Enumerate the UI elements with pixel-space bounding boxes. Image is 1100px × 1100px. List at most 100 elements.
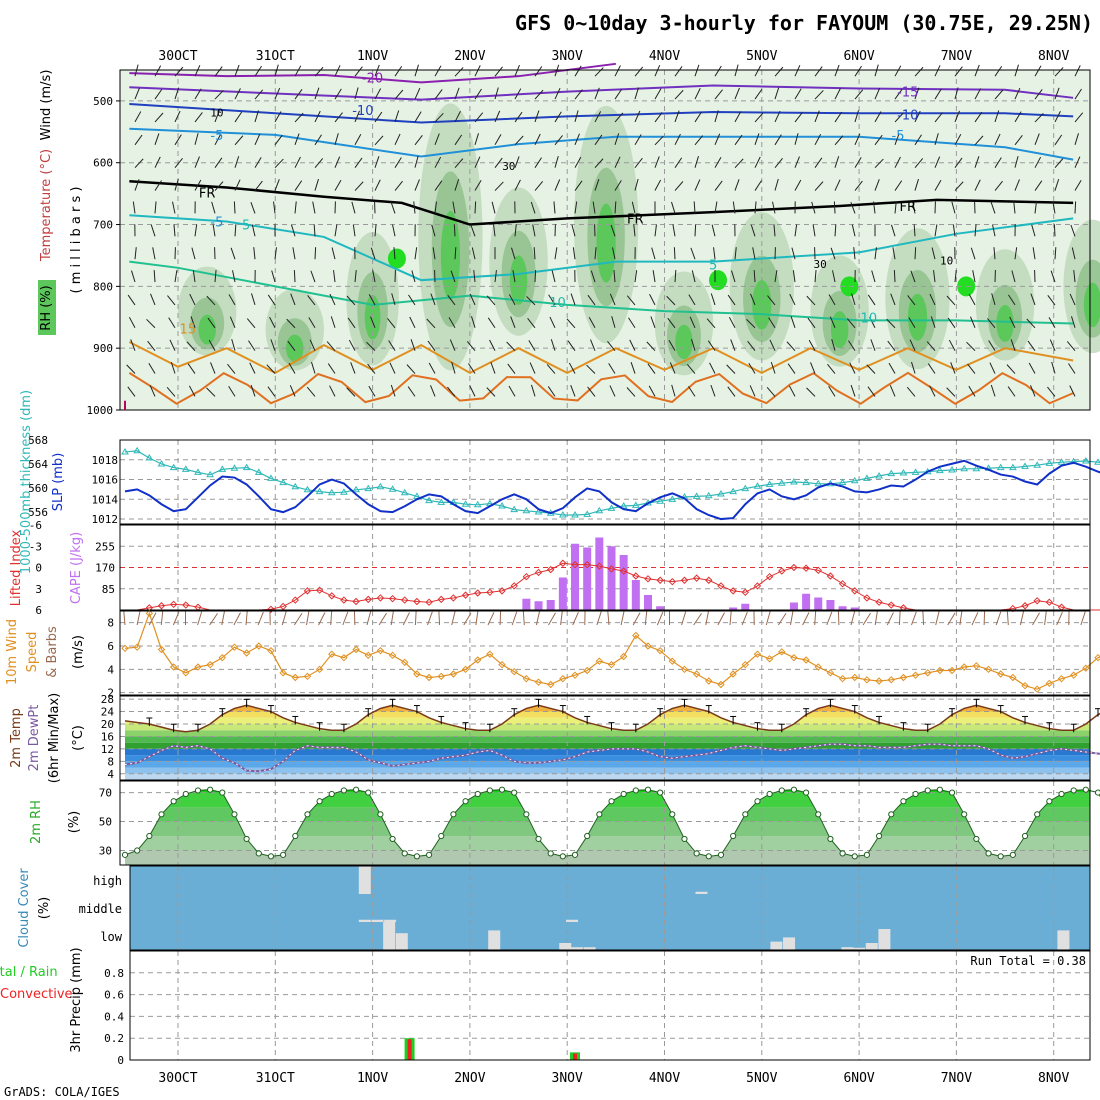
cape-bar xyxy=(789,602,798,610)
wind-barb xyxy=(1068,363,1076,374)
wind10m-point xyxy=(1045,679,1054,688)
wind-barb xyxy=(747,340,756,351)
wind-barb xyxy=(346,387,356,397)
wind-barb xyxy=(811,201,816,214)
wind10m-point xyxy=(875,677,883,685)
wind-barb xyxy=(311,361,316,374)
lifted-point xyxy=(705,576,713,584)
wind-barb xyxy=(874,134,883,146)
temp-band xyxy=(125,742,1090,749)
wind-barb xyxy=(774,178,779,191)
wind-barb xyxy=(234,156,240,168)
rh2m-point xyxy=(1094,789,1100,796)
wind-barb xyxy=(430,385,436,397)
wind-barb-10m xyxy=(257,611,264,626)
wind-barb-10m xyxy=(414,610,417,626)
wind-barb xyxy=(974,179,981,191)
wind-barb xyxy=(1054,87,1060,100)
wind10m-point xyxy=(765,655,774,663)
wind-barb xyxy=(308,317,316,329)
dewpoint-line xyxy=(124,743,1100,773)
wind-barb-10m xyxy=(886,612,894,626)
wind-barb xyxy=(830,247,836,260)
wind-barb xyxy=(450,270,456,283)
wind-barb xyxy=(354,181,364,191)
wind-barb xyxy=(534,270,537,283)
wind-barb xyxy=(414,87,421,100)
wind10m-point xyxy=(583,666,591,675)
wind-barb xyxy=(529,362,536,374)
wind-barb xyxy=(1034,133,1040,145)
wind-barb xyxy=(1034,201,1037,214)
wind-barb xyxy=(1011,270,1016,283)
wind-barb-10m xyxy=(1080,611,1086,626)
wind-barb xyxy=(374,156,380,168)
wind-barb xyxy=(1014,247,1018,260)
lifted-tick-label: 0 xyxy=(35,562,42,575)
wind-barb xyxy=(531,384,536,397)
wind-barb xyxy=(674,270,677,283)
date-label-bottom: 8NOV xyxy=(1038,1071,1069,1086)
thickness-point xyxy=(303,485,312,493)
wind-barb xyxy=(307,295,316,306)
cloud-bar xyxy=(841,947,854,950)
thickness-point xyxy=(948,466,956,473)
panel-frame xyxy=(119,780,1091,866)
thickness-point xyxy=(194,468,202,475)
wind-barb xyxy=(251,293,256,306)
wind-barb xyxy=(368,385,376,397)
lifted-axis-label: Lifted Index xyxy=(9,529,24,606)
lifted-point xyxy=(802,564,810,572)
wind-barb xyxy=(232,270,236,283)
wind-barb xyxy=(269,316,276,329)
rh-contour-70 xyxy=(907,293,928,341)
wind-barb xyxy=(486,295,496,306)
wind-barb xyxy=(594,158,604,169)
cape-bar xyxy=(729,607,738,610)
wind-barb xyxy=(689,316,696,328)
wind-barb xyxy=(434,133,440,145)
wind-barb xyxy=(326,341,336,351)
wind-barb xyxy=(134,87,140,100)
wind-barb xyxy=(669,362,676,374)
wind-barb-10m xyxy=(475,611,479,626)
precip-tick-label: 0.6 xyxy=(104,989,124,1002)
lifted-point xyxy=(510,582,518,590)
wind-barb xyxy=(407,386,416,397)
wind-barb xyxy=(454,158,464,169)
wind-barb xyxy=(629,339,636,351)
isotherm-label: FR xyxy=(627,212,644,227)
cloud-level-label: middle xyxy=(79,902,122,916)
lifted-point xyxy=(315,586,324,594)
wind-barb-10m xyxy=(572,612,579,626)
wind-barb xyxy=(1074,180,1082,191)
temp-band xyxy=(125,761,1090,768)
wind-barb xyxy=(910,270,916,283)
wind-barb xyxy=(974,156,980,168)
wind-barb xyxy=(726,364,736,374)
thickness-point xyxy=(145,454,154,461)
wind-barb xyxy=(271,270,276,283)
cape-tick-label: 170 xyxy=(95,562,115,575)
lifted-point xyxy=(875,598,883,606)
wind-barb xyxy=(832,270,836,283)
thickness-point xyxy=(1081,457,1090,464)
wind-barb-10m xyxy=(427,611,433,626)
panel-frame xyxy=(119,524,1091,611)
wind-barb xyxy=(288,362,296,374)
wind-barb xyxy=(214,110,220,123)
wind-barb xyxy=(154,201,157,214)
wind-barb xyxy=(874,247,877,260)
wind-barb xyxy=(914,110,921,123)
wind-barb xyxy=(452,201,456,214)
wind-barb xyxy=(494,157,503,168)
wind-barb xyxy=(634,178,639,191)
wind-barb xyxy=(169,339,176,351)
wind-barb xyxy=(134,179,140,191)
wind-barb xyxy=(394,65,403,77)
wind-barb xyxy=(234,64,240,77)
wind-barb xyxy=(448,317,456,329)
lifted-point xyxy=(851,587,859,595)
wind-barb xyxy=(294,180,303,191)
